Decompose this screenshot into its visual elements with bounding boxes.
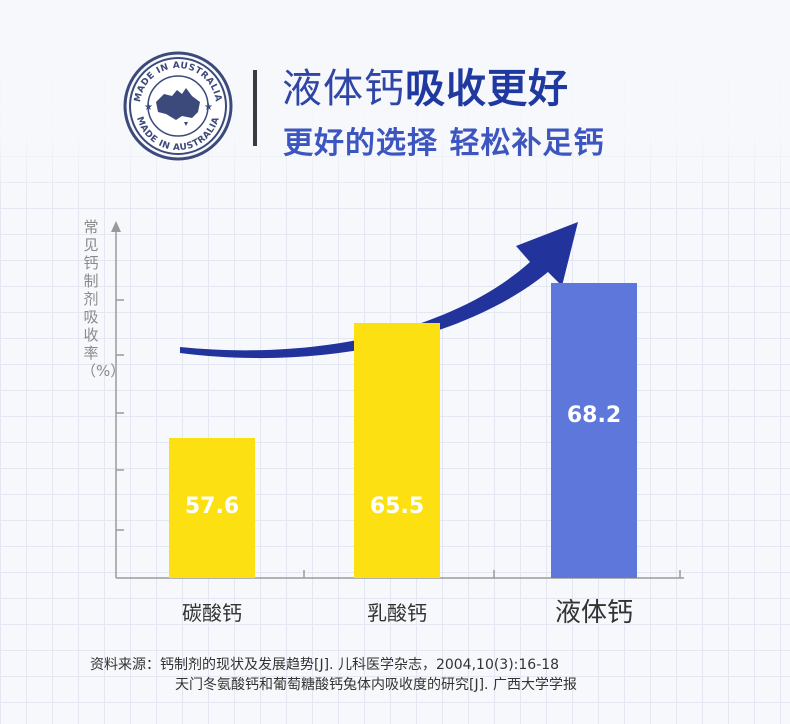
bar-value-label: 65.5 [369,493,425,519]
subline: 更好的选择 轻松补足钙 [283,126,605,161]
headline: 液体钙吸收更好 [282,56,569,114]
australia-map-icon [156,88,200,126]
source-line-2: 天门冬氨酸钙和葡萄糖酸钙兔体内吸收度的研究[J]. 广西大学学报 [175,677,577,693]
trend-arrow-icon [180,222,578,359]
category-label: 液体钙 [554,598,633,628]
bar: 65.5 [354,322,440,578]
header-divider [253,70,257,146]
star-icon: ★ [144,102,153,113]
category-label: 碳酸钙 [182,601,242,625]
bar: 57.6 [169,438,255,578]
bar: 68.2 [551,283,637,578]
headline-part1: 液体钙 [282,66,405,112]
category-label: 乳酸钙 [367,601,427,625]
bar-value-label: 68.2 [566,403,622,429]
source-note: 资料来源：钙制剂的现状及发展趋势[J]. 儿科医学杂志，2004,10(3):1… [90,655,577,695]
source-line-1: 资料来源：钙制剂的现状及发展趋势[J]. 儿科医学杂志，2004,10(3):1… [90,657,560,673]
bar-value-label: 57.6 [184,494,240,519]
headline-part2: 吸收更好 [405,66,569,112]
made-in-australia-badge: MADE IN AUSTRALIA MADE IN AUSTRALIA ★ ★ [123,51,233,161]
y-axis-arrow-icon [111,221,121,232]
star-icon: ★ [204,102,213,113]
